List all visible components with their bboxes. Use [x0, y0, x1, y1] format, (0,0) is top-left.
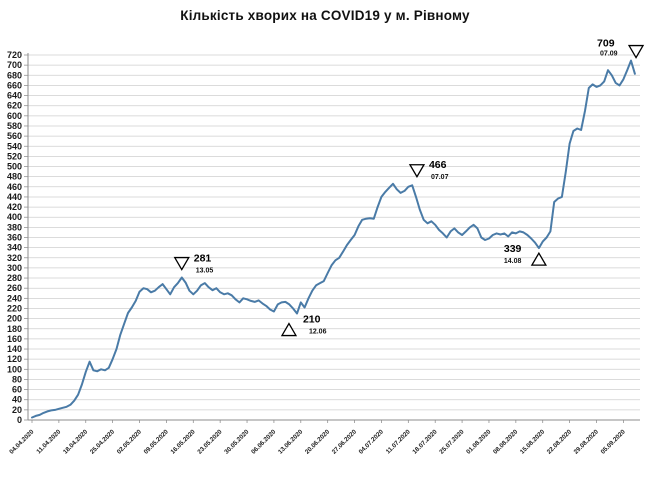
y-axis-label: 20: [12, 405, 22, 415]
x-axis-label: 25.07.2020: [438, 428, 466, 456]
x-axis-label: 27.06.2020: [331, 428, 359, 456]
x-axis-label: 23.05.2020: [196, 428, 224, 456]
y-axis-label: 300: [7, 263, 22, 273]
peak-marker-triangle-down-icon: [173, 256, 190, 271]
annotation-value: 210: [303, 314, 321, 326]
annotation-date: 13.05: [196, 268, 214, 275]
y-axis-label: 600: [7, 111, 22, 121]
y-axis-label: 400: [7, 212, 22, 222]
y-axis-label: 0: [17, 415, 22, 425]
annotation-date: 14.08: [504, 258, 522, 265]
annotation-date: 12.06: [309, 329, 327, 336]
annotation-date: 07.07: [431, 174, 449, 181]
annotation-date: 07.09: [600, 51, 618, 58]
y-axis-label: 100: [7, 364, 22, 374]
x-axis-label: 11.04.2020: [35, 428, 62, 455]
y-axis-label: 460: [7, 182, 22, 192]
y-axis-label: 240: [7, 293, 22, 303]
y-axis-label: 520: [7, 151, 22, 161]
y-axis-label: 380: [7, 222, 22, 232]
y-axis-label: 540: [7, 141, 22, 151]
x-axis-label: 05.09.2020: [600, 428, 628, 456]
y-axis-label: 160: [7, 334, 22, 344]
x-axis-label: 02.05.2020: [116, 428, 144, 456]
y-axis-label: 40: [12, 395, 22, 405]
trough-marker-triangle-up-icon: [530, 251, 548, 266]
y-axis-label: 620: [7, 101, 22, 111]
x-axis-label: 06.06.2020: [250, 428, 278, 456]
x-axis-label: 29.08.2020: [573, 428, 601, 456]
y-axis-label: 360: [7, 233, 22, 243]
y-axis-label: 640: [7, 91, 22, 101]
x-axis-label: 11.07.2020: [385, 428, 412, 455]
trough-marker-triangle-up-icon: [280, 322, 298, 337]
x-axis-label: 16.05.2020: [169, 428, 197, 456]
y-axis-label: 440: [7, 192, 22, 202]
chart-title: Кількість хворих на COVID19 у м. Рівному: [180, 8, 470, 23]
y-axis-label: 80: [12, 374, 22, 384]
peak-marker-triangle-down-icon: [627, 44, 645, 59]
y-axis-label: 700: [7, 60, 22, 70]
y-axis-label: 140: [7, 344, 22, 354]
x-axis-label: 18.04.2020: [62, 428, 90, 456]
x-axis-label: 08.08.2020: [492, 428, 520, 456]
y-axis-label: 340: [7, 243, 22, 253]
x-axis-label: 18.07.2020: [411, 428, 439, 456]
x-axis-label: 13.06.2020: [277, 428, 305, 456]
annotation-value: 709: [597, 38, 615, 50]
annotation-value: 466: [429, 159, 447, 171]
y-axis-label: 560: [7, 131, 22, 141]
y-axis-label: 420: [7, 202, 22, 212]
y-axis-label: 720: [7, 50, 22, 60]
y-axis-label: 60: [12, 385, 22, 395]
y-axis-label: 660: [7, 80, 22, 90]
x-axis-label: 09.05.2020: [143, 428, 171, 456]
y-axis-label: 500: [7, 162, 22, 172]
x-axis-label: 22.08.2020: [546, 428, 574, 456]
x-axis-label: 20.06.2020: [304, 428, 332, 456]
y-axis-label: 280: [7, 273, 22, 283]
y-axis-label: 320: [7, 253, 22, 263]
annotation-value: 339: [504, 243, 522, 255]
y-axis-label: 220: [7, 303, 22, 313]
x-axis-label: 30.05.2020: [223, 428, 251, 456]
y-axis-label: 480: [7, 172, 22, 182]
y-axis-label: 260: [7, 283, 22, 293]
x-axis-label: 15.08.2020: [519, 428, 547, 456]
y-axis-label: 180: [7, 324, 22, 334]
x-axis-label: 04.04.2020: [8, 428, 36, 456]
annotation-value: 281: [194, 253, 212, 265]
y-axis-label: 680: [7, 70, 22, 80]
x-axis-label: 25.04.2020: [89, 428, 117, 456]
y-axis-label: 580: [7, 121, 22, 131]
cases-line-series: [31, 59, 636, 419]
peak-marker-triangle-down-icon: [408, 164, 426, 179]
y-axis-label: 120: [7, 354, 22, 364]
y-axis-label: 200: [7, 314, 22, 324]
x-axis-label: 04.07.2020: [358, 428, 386, 456]
x-axis-label: 01.08.2020: [465, 428, 493, 456]
